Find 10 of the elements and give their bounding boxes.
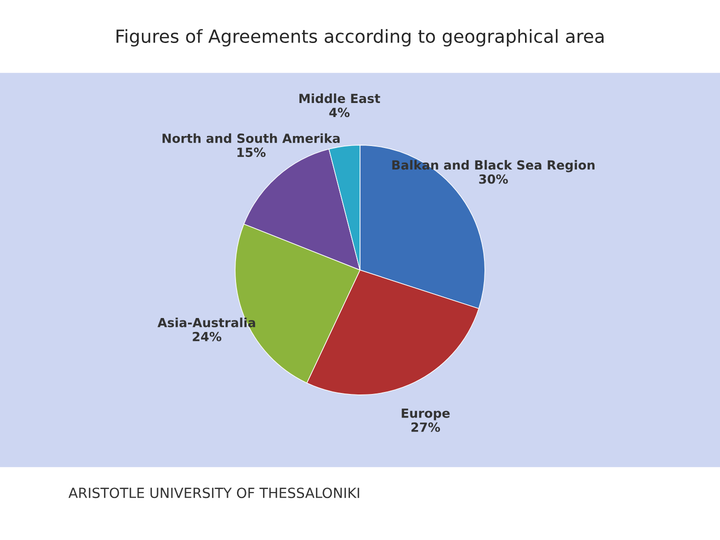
data-label: 24% [192, 332, 222, 342]
slice-label: Europe [402, 408, 450, 420]
data-label: 30% [479, 174, 508, 184]
data-label: 4% [329, 108, 350, 118]
data-label: 27% [411, 422, 440, 432]
data-label: 15% [237, 148, 266, 158]
text: ARISTOTLE UNIVERSITY OF THESSALONIKI [68, 488, 360, 498]
slice-label: Middle East [299, 93, 380, 104]
chart-title: Figures of Agreements according to geographical area [116, 29, 604, 47]
slice-label: North and South Amerika [162, 133, 340, 144]
